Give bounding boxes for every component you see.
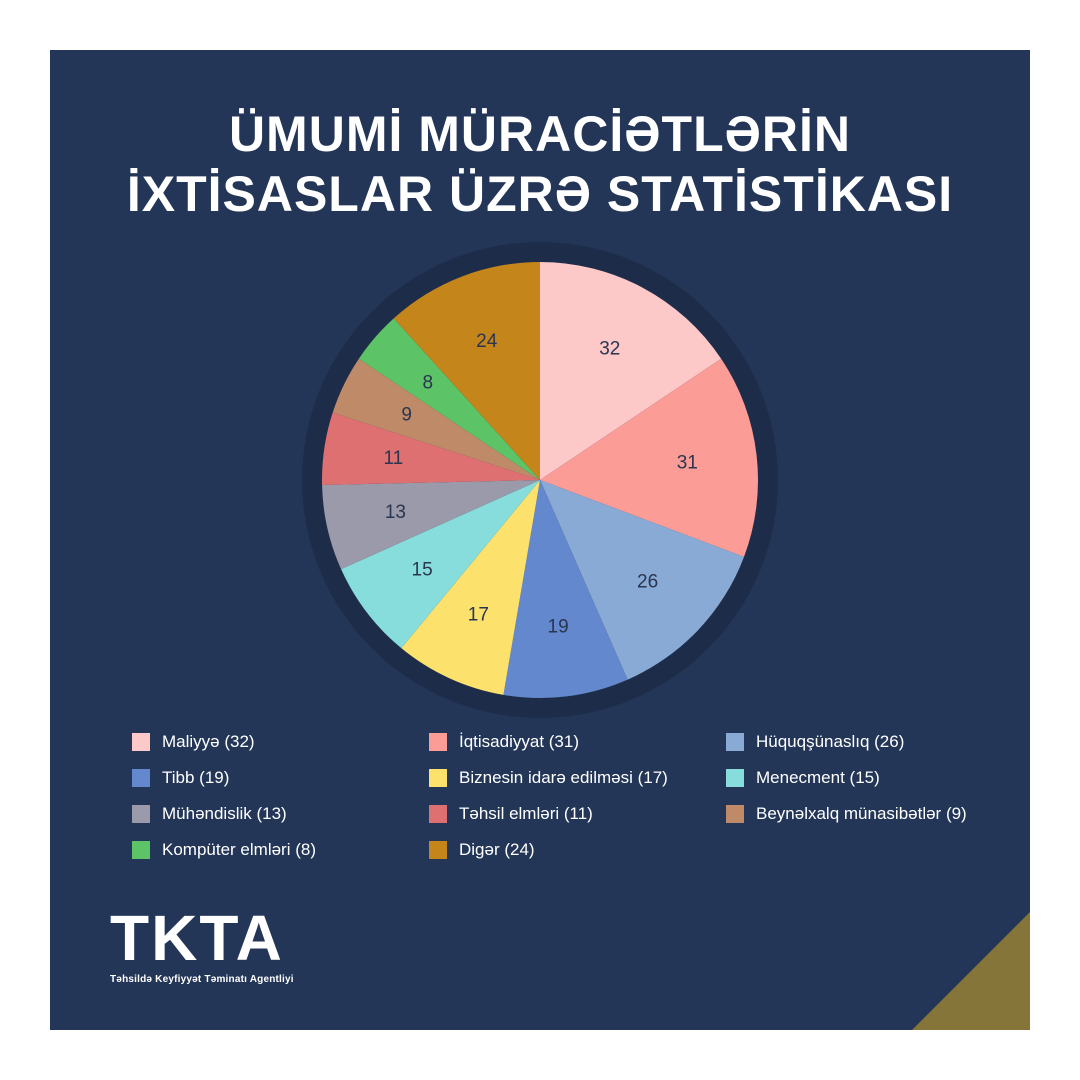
pie-slice-9 (358, 318, 540, 480)
legend-item: Hüquqşünaslıq (26) (726, 732, 1012, 752)
infographic-card: ÜMUMİ MÜRACİƏTLƏRİN İXTİSASLAR ÜZRƏ STAT… (50, 50, 1030, 1030)
legend-swatch (429, 805, 447, 823)
legend-label: Tibb (19) (162, 768, 230, 787)
pie-slice-4 (401, 480, 540, 695)
slice-value-label: 31 (677, 452, 698, 473)
slice-value-label: 19 (548, 617, 569, 638)
logo-mark: TKTA (110, 902, 284, 974)
title-line-2: İXTİSASLAR ÜZRƏ STATİSTİKASI (126, 166, 954, 222)
pie-slice-0 (540, 262, 722, 480)
legend-swatch (132, 733, 150, 751)
slice-value-label: 26 (637, 571, 658, 592)
legend-label: Hüquqşünaslıq (26) (756, 732, 905, 751)
legend-swatch (429, 841, 447, 859)
slice-value-label: 24 (476, 331, 498, 352)
pie-slice-2 (540, 480, 745, 680)
legend-swatch (132, 805, 150, 823)
tkta-logo: TKTA Təhsildə Keyfiyyət Təminatı Agentli… (110, 902, 294, 985)
legend-swatch (132, 769, 150, 787)
pie-slice-7 (322, 412, 540, 486)
legend-label: Maliyyə (32) (162, 732, 255, 751)
legend-item: Maliyyə (32) (132, 732, 429, 752)
legend-label: Kompüter elmləri (8) (162, 840, 316, 859)
legend-label: Mühəndislik (13) (162, 804, 287, 823)
legend-item: Menecment (15) (726, 768, 1012, 788)
logo-subtitle: Təhsildə Keyfiyyət Təminatı Agentliyi (110, 974, 294, 985)
slice-value-label: 8 (423, 373, 434, 394)
slice-value-label: 11 (383, 448, 403, 469)
legend-swatch (726, 805, 744, 823)
legend-label: Menecment (15) (756, 768, 880, 787)
legend-label: Biznesin idarə edilməsi (17) (459, 768, 668, 787)
legend-item: Tibb (19) (132, 768, 429, 788)
legend-swatch (429, 769, 447, 787)
chart-title: ÜMUMİ MÜRACİƏTLƏRİN İXTİSASLAR ÜZRƏ STAT… (50, 104, 1030, 224)
legend-item: Kompüter elmləri (8) (132, 840, 429, 860)
legend-item: Mühəndislik (13) (132, 804, 429, 824)
legend-label: Beynəlxalq münasibətlər (9) (756, 804, 967, 823)
legend-label: Digər (24) (459, 840, 535, 859)
legend-swatch (132, 841, 150, 859)
chart-legend: Maliyyə (32) İqtisadiyyat (31) Hüquqşünasl… (132, 732, 1012, 860)
pie-chart: 32 31 26 19 17 15 13 11 9 8 24 (290, 240, 790, 740)
slice-value-label: 9 (401, 405, 412, 426)
pie-slice-3 (503, 480, 628, 698)
pie-slice-8 (332, 358, 540, 480)
slice-value-label: 13 (385, 502, 406, 523)
pie-slice-1 (540, 358, 758, 557)
slice-value-label: 32 (599, 339, 620, 360)
legend-item: Digər (24) (429, 840, 726, 860)
pie-chart-svg: 32 31 26 19 17 15 13 11 98 24 (302, 242, 778, 718)
legend-swatch (726, 769, 744, 787)
slice-value-label: 17 (468, 604, 489, 625)
legend-item: Beynəlxalq münasibətlər (9) (726, 804, 1012, 824)
pie-slice-5 (341, 480, 540, 649)
pie-slice-6 (322, 480, 540, 570)
legend-label: Təhsil elmləri (11) (459, 804, 593, 823)
legend-label: İqtisadiyyat (31) (459, 732, 579, 751)
legend-item: Biznesin idarə edilməsi (17) (429, 768, 726, 788)
legend-item: Təhsil elmləri (11) (429, 804, 726, 824)
pie-slice-10 (393, 262, 540, 480)
gold-corner-decoration (912, 912, 1030, 1030)
legend-swatch (429, 733, 447, 751)
legend-item: İqtisadiyyat (31) (429, 732, 726, 752)
title-line-1: ÜMUMİ MÜRACİƏTLƏRİN (228, 106, 852, 162)
slice-value-label: 15 (412, 559, 433, 580)
legend-swatch (726, 733, 744, 751)
